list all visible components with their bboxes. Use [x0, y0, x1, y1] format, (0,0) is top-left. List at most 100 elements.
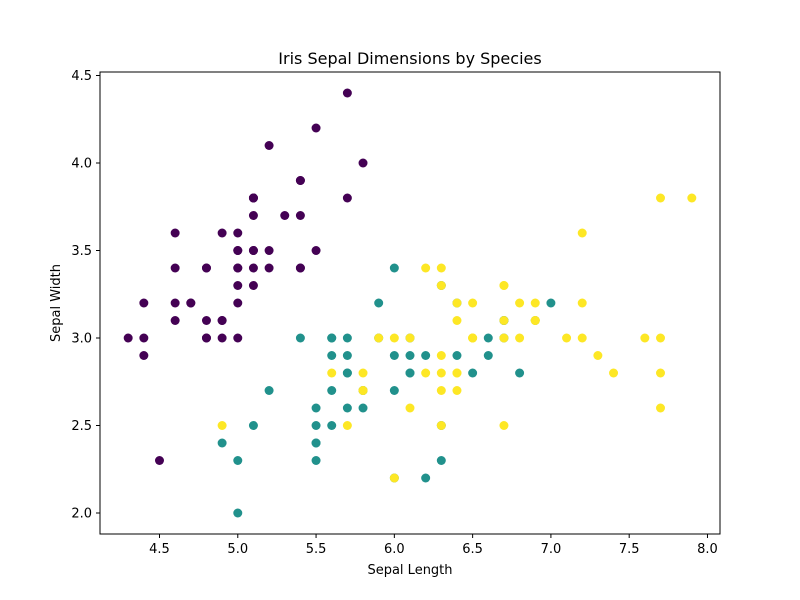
data-point	[436, 351, 446, 360]
data-point	[530, 298, 540, 308]
data-point	[358, 368, 368, 378]
data-point	[327, 351, 337, 360]
data-point	[233, 456, 243, 465]
data-point	[139, 351, 149, 360]
data-point	[311, 421, 321, 430]
data-point	[452, 386, 462, 395]
y-tick-label: 3.0	[71, 332, 92, 347]
chart-title: Iris Sepal Dimensions by Species	[278, 49, 541, 68]
x-tick-label: 5.5	[306, 542, 327, 557]
data-point	[233, 298, 243, 308]
x-tick-label: 8.0	[697, 542, 718, 557]
data-point	[342, 88, 352, 98]
data-point	[233, 333, 243, 343]
data-point	[358, 158, 368, 168]
data-point	[248, 246, 258, 255]
data-point	[452, 316, 462, 325]
data-point	[515, 333, 525, 343]
data-point	[405, 333, 415, 343]
data-point	[201, 263, 211, 273]
y-axis-ticks: 2.0 2.5 3.0 3.5 4.0 4.5	[71, 69, 100, 522]
data-point	[609, 368, 619, 378]
data-point	[327, 368, 337, 378]
data-point	[530, 316, 540, 325]
data-point	[248, 211, 258, 220]
data-point	[342, 421, 352, 430]
data-point	[515, 298, 525, 308]
data-point	[452, 368, 462, 378]
x-axis-label: Sepal Length	[367, 563, 452, 578]
data-point	[342, 193, 352, 203]
data-point	[311, 123, 321, 133]
data-point	[436, 386, 446, 395]
x-axis-ticks: 4.5 5.0 5.5 6.0 6.5 7.0 7.5 8.0	[149, 534, 718, 557]
x-tick-label: 5.0	[227, 542, 248, 557]
data-point	[468, 333, 478, 343]
data-point	[264, 263, 274, 273]
data-point	[342, 403, 352, 413]
data-point	[374, 333, 384, 343]
data-point	[327, 333, 337, 343]
data-point	[374, 298, 384, 308]
data-point	[656, 333, 666, 343]
data-point	[201, 316, 211, 325]
data-point	[452, 298, 462, 308]
data-point	[577, 298, 587, 308]
data-point	[436, 263, 446, 273]
data-point	[546, 298, 556, 308]
data-point	[264, 141, 274, 150]
x-tick-label: 7.0	[541, 542, 562, 557]
data-point	[139, 298, 149, 308]
data-point	[295, 211, 305, 220]
data-point	[233, 228, 243, 238]
data-point	[656, 368, 666, 378]
data-point	[233, 281, 243, 290]
points-layer	[123, 88, 697, 518]
data-point	[264, 386, 274, 395]
data-point	[201, 333, 211, 343]
data-point	[233, 263, 243, 273]
data-point	[405, 368, 415, 378]
data-point	[436, 368, 446, 378]
x-tick-label: 6.0	[384, 542, 405, 557]
data-point	[436, 456, 446, 465]
y-axis-label: Sepal Width	[49, 264, 64, 342]
data-point	[217, 228, 227, 238]
data-point	[499, 333, 509, 343]
data-point	[421, 351, 431, 360]
data-point	[248, 281, 258, 290]
data-point	[358, 403, 368, 413]
data-point	[248, 263, 258, 273]
x-tick-label: 7.5	[619, 542, 640, 557]
data-point	[468, 298, 478, 308]
data-point	[389, 473, 399, 483]
y-tick-label: 4.0	[71, 157, 92, 172]
data-point	[233, 508, 243, 518]
data-point	[640, 333, 650, 343]
data-point	[311, 456, 321, 465]
data-point	[452, 351, 462, 360]
data-point	[154, 456, 164, 465]
data-point	[342, 333, 352, 343]
data-point	[186, 298, 196, 308]
data-point	[499, 281, 509, 290]
data-point	[468, 368, 478, 378]
data-point	[248, 193, 258, 203]
data-point	[656, 193, 666, 203]
data-point	[248, 421, 258, 430]
data-point	[342, 351, 352, 360]
x-tick-label: 6.5	[462, 542, 483, 557]
data-point	[389, 386, 399, 395]
data-point	[405, 351, 415, 360]
y-tick-label: 4.5	[71, 69, 92, 84]
y-tick-label: 3.5	[71, 244, 92, 259]
y-tick-label: 2.5	[71, 419, 92, 434]
data-point	[577, 333, 587, 343]
data-point	[515, 368, 525, 378]
data-point	[577, 228, 587, 238]
data-point	[483, 351, 493, 360]
data-point	[358, 386, 368, 395]
data-point	[217, 421, 227, 430]
